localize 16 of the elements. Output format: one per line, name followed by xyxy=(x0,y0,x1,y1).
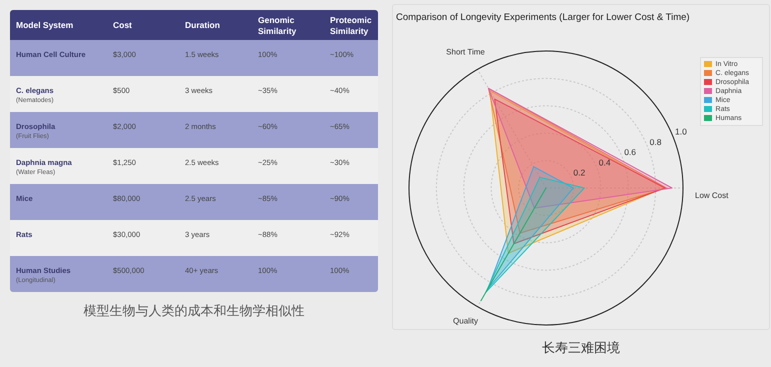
text: 模型生物与人类的成本和生物学相似性 xyxy=(82,303,306,320)
category-label: Model System xyxy=(16,20,74,31)
chart-title: Comparison of Longevity Experiments (Larger for Lower Cost & Time) xyxy=(396,12,690,23)
y-tick-label: 0.4 xyxy=(598,157,611,168)
category-label: Genomic Similarity xyxy=(258,15,298,37)
y-tick-label: 0.6 xyxy=(624,147,636,158)
text: 长寿三难困境 xyxy=(541,340,621,357)
category-label: Duration xyxy=(185,20,220,30)
y-tick-label: 0.2 xyxy=(573,168,586,178)
spoke-label: Quality xyxy=(453,316,478,326)
y-tick-label: 0.8 xyxy=(650,136,662,147)
category-label: Proteomic Similarity xyxy=(330,15,373,37)
y-tick-label: 1.0 xyxy=(675,126,688,137)
spoke-label: Low Cost xyxy=(695,191,730,200)
category-label: Cost xyxy=(113,20,132,30)
spoke-label: Short Time xyxy=(446,47,486,56)
